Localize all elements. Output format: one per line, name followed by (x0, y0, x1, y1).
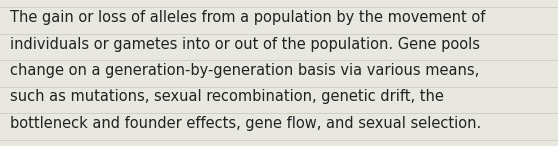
Text: The gain or loss of alleles from a population by the movement of: The gain or loss of alleles from a popul… (10, 10, 485, 25)
Text: individuals or gametes into or out of the population. Gene pools: individuals or gametes into or out of th… (10, 36, 480, 52)
Text: change on a generation-by-generation basis via various means,: change on a generation-by-generation bas… (10, 63, 479, 78)
Text: such as mutations, sexual recombination, genetic drift, the: such as mutations, sexual recombination,… (10, 89, 444, 105)
Text: bottleneck and founder effects, gene flow, and sexual selection.: bottleneck and founder effects, gene flo… (10, 116, 481, 131)
